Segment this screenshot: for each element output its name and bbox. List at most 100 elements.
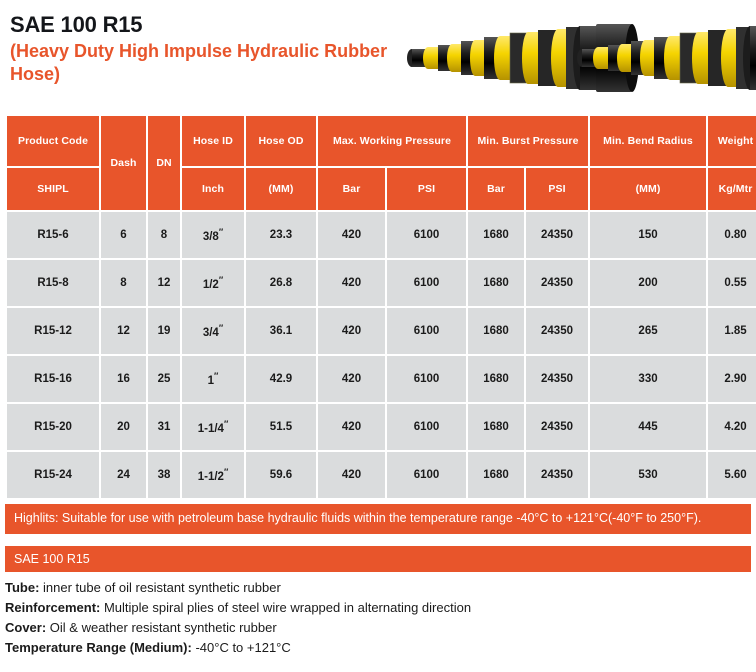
- cell-min-burst-bar: 1680: [468, 404, 524, 450]
- cell-min-burst-bar: 1680: [468, 308, 524, 354]
- col-header-hose-od: Hose OD: [246, 116, 316, 166]
- cell-dash: 20: [101, 404, 146, 450]
- spec-line-key: Reinforcement:: [5, 600, 101, 616]
- cell-max-working-psi: 6100: [387, 212, 466, 258]
- col-subheader-hose-od-mm: (MM): [246, 168, 316, 210]
- col-subheader-bend-radius-mm: (MM): [590, 168, 707, 210]
- cell-min-bend-radius-mm: 530: [590, 452, 707, 498]
- cell-hose-id-inch: 3/4″: [182, 308, 244, 354]
- cell-max-working-psi: 6100: [387, 308, 466, 354]
- cell-hose-id-inch: 1-1/4″: [182, 404, 244, 450]
- inch-mark: ″: [223, 419, 229, 430]
- cell-weight-kg-mtr: 2.90: [708, 356, 756, 402]
- inch-mark: ″: [218, 227, 224, 238]
- cell-weight-kg-mtr: 5.60: [708, 452, 756, 498]
- spec-line-value: inner tube of oil resistant synthetic ru…: [39, 579, 281, 595]
- cell-dash: 16: [101, 356, 146, 402]
- spec-line: Cover: Oil & weather resistant synthetic…: [5, 618, 751, 638]
- cell-min-bend-radius-mm: 445: [590, 404, 707, 450]
- cell-min-burst-psi: 24350: [526, 356, 589, 402]
- cell-dash: 12: [101, 308, 146, 354]
- cell-hose-od-mm: 42.9: [246, 356, 316, 402]
- cell-min-bend-radius-mm: 330: [590, 356, 707, 402]
- cell-product-code: R15-24: [7, 452, 99, 498]
- spec-line: Reinforcement: Multiple spiral plies of …: [5, 598, 751, 618]
- cell-max-working-psi: 6100: [387, 356, 466, 402]
- cell-product-code: R15-16: [7, 356, 99, 402]
- col-subheader-working-bar: Bar: [318, 168, 385, 210]
- cell-max-working-bar: 420: [318, 404, 385, 450]
- cell-hose-od-mm: 59.6: [246, 452, 316, 498]
- hose-cutaway-illustration: SUPER HOZE: [407, 24, 756, 92]
- cell-dn: 19: [148, 308, 180, 354]
- table-row: R15-16 16 25 1″ 42.9 420 6100 1680 24350 330 2.90: [7, 356, 756, 402]
- table-row: R15-6 6 8 3/8″ 23.3 420 6100 1680 24350 150 0.80: [7, 212, 756, 258]
- cell-hose-od-mm: 51.5: [246, 404, 316, 450]
- cell-dn: 38: [148, 452, 180, 498]
- col-header-dash: Dash: [101, 116, 146, 210]
- table-row: R15-12 12 19 3/4″ 36.1 420 6100 1680 24350 265 1.8…: [7, 308, 756, 354]
- cell-weight-kg-mtr: 4.20: [708, 404, 756, 450]
- cell-min-burst-psi: 24350: [526, 404, 589, 450]
- cell-min-burst-psi: 24350: [526, 260, 589, 306]
- spec-line-key: Cover:: [5, 620, 47, 636]
- spec-line: Tube: inner tube of oil resistant synthe…: [5, 578, 751, 598]
- inch-mark: ″: [218, 323, 224, 334]
- cell-min-burst-bar: 1680: [468, 452, 524, 498]
- cell-min-bend-radius-mm: 150: [590, 212, 707, 258]
- cell-min-burst-bar: 1680: [468, 212, 524, 258]
- page-header: SAE 100 R15 (Heavy Duty High Impulse Hyd…: [0, 0, 756, 114]
- cell-dash: 24: [101, 452, 146, 498]
- spec-line-value: Multiple spiral plies of steel wire wrap…: [100, 600, 472, 616]
- col-header-hose-id: Hose ID: [182, 116, 244, 166]
- cell-dash: 8: [101, 260, 146, 306]
- cell-max-working-bar: 420: [318, 260, 385, 306]
- col-subheader-burst-bar: Bar: [468, 168, 524, 210]
- col-header-dn: DN: [148, 116, 180, 210]
- cell-hose-id-inch: 3/8″: [182, 212, 244, 258]
- cell-min-burst-psi: 24350: [526, 452, 589, 498]
- cell-min-burst-bar: 1680: [468, 260, 524, 306]
- spec-line: Temperature Range (Medium): -40°C to +12…: [5, 638, 751, 658]
- cell-max-working-psi: 6100: [387, 452, 466, 498]
- cell-weight-kg-mtr: 0.80: [708, 212, 756, 258]
- cell-weight-kg-mtr: 0.55: [708, 260, 756, 306]
- spec-detail-list: Tube: inner tube of oil resistant synthe…: [5, 578, 751, 659]
- inch-mark: ″: [218, 275, 224, 286]
- spec-band-title: SAE 100 R15: [5, 545, 751, 572]
- cell-min-burst-bar: 1680: [468, 356, 524, 402]
- hose-product-images: SUPER HOZE: [400, 4, 756, 104]
- cell-product-code: R15-12: [7, 308, 99, 354]
- cell-min-bend-radius-mm: 200: [590, 260, 707, 306]
- cell-max-working-psi: 6100: [387, 260, 466, 306]
- col-header-weight: Weight: [708, 116, 756, 166]
- col-subheader-weight-kg-mtr: Kg/Mtr: [708, 168, 756, 210]
- spec-line-key: Temperature Range (Medium):: [5, 640, 192, 656]
- cell-max-working-psi: 6100: [387, 404, 466, 450]
- cell-dn: 8: [148, 212, 180, 258]
- table-row: R15-24 24 38 1-1/2″ 59.6 420 6100 1680 24350 530 5…: [7, 452, 756, 498]
- cell-min-burst-psi: 24350: [526, 308, 589, 354]
- col-header-max-working-pressure: Max. Working Pressure: [318, 116, 466, 166]
- table-body: R15-6 6 8 3/8″ 23.3 420 6100 1680 24350 150 0.80 R1…: [7, 212, 756, 498]
- page-title: SAE 100 R15: [10, 12, 143, 37]
- spec-line-key: Tube:: [5, 579, 40, 595]
- col-subheader-burst-psi: PSI: [526, 168, 589, 210]
- inch-mark: ″: [214, 371, 219, 382]
- cell-dn: 25: [148, 356, 180, 402]
- table-header-row-top: Product Code Dash DN Hose ID Hose OD Max…: [7, 116, 756, 210]
- cell-hose-od-mm: 23.3: [246, 212, 316, 258]
- table-row: R15-20 20 31 1-1/4″ 51.5 420 6100 1680 24350 445 4…: [7, 404, 756, 450]
- cell-hose-id-inch: 1/2″: [182, 260, 244, 306]
- cell-min-bend-radius-mm: 265: [590, 308, 707, 354]
- col-subheader-working-psi: PSI: [387, 168, 466, 210]
- cell-hose-od-mm: 26.8: [246, 260, 316, 306]
- spec-line-value: -40°C to +121°C: [191, 640, 291, 656]
- col-header-min-bend-radius: Min. Bend Radius: [590, 116, 707, 166]
- spec-line-value: Oil & weather resistant synthetic rubber: [46, 620, 277, 636]
- cell-min-burst-psi: 24350: [526, 212, 589, 258]
- cell-dn: 12: [148, 260, 180, 306]
- cell-max-working-bar: 420: [318, 356, 385, 402]
- cell-hose-id-inch: 1″: [182, 356, 244, 402]
- cell-max-working-bar: 420: [318, 452, 385, 498]
